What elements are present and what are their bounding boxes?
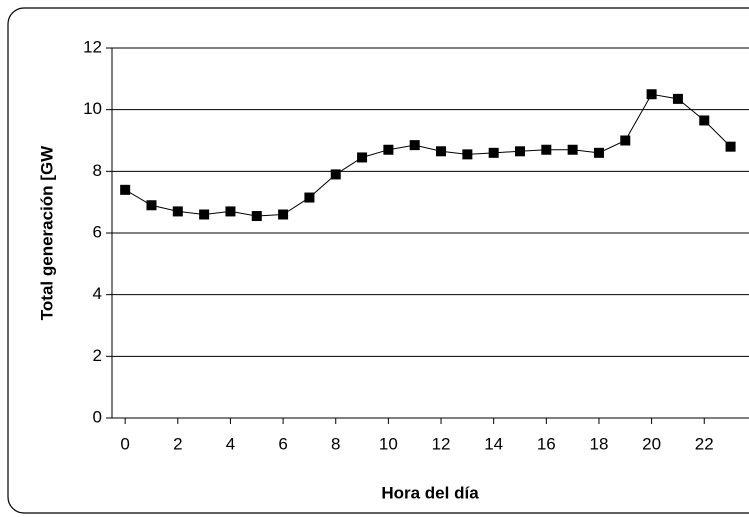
y-tick-label: 12 [83,37,102,56]
x-tick-label: 22 [695,434,714,453]
data-point [251,211,262,222]
data-point [225,206,236,217]
data-point [567,144,578,155]
data-point [488,147,499,158]
x-tick-label: 2 [173,434,182,453]
y-tick-label: 0 [93,407,102,426]
y-tick-label: 10 [83,99,102,118]
x-tick-label: 8 [331,434,340,453]
data-point [278,209,289,220]
x-tick-label: 4 [226,434,235,453]
x-tick-label: 6 [278,434,287,453]
data-point [357,152,368,163]
x-tick-label: 12 [432,434,451,453]
data-point [699,115,710,126]
y-tick-label: 4 [93,284,102,303]
data-point [462,149,473,160]
data-point [120,184,131,195]
data-point [146,200,157,211]
data-point [620,135,631,146]
data-point [436,146,447,157]
x-axis-title: Hora del día [381,483,479,502]
x-tick-label: 16 [537,434,556,453]
data-point [593,147,604,158]
data-point [541,144,552,155]
x-tick-label: 14 [484,434,503,453]
x-tick-label: 10 [379,434,398,453]
data-point [199,209,210,220]
data-point [383,144,394,155]
data-point [330,169,341,180]
x-tick-label: 0 [120,434,129,453]
y-tick-label: 6 [93,222,102,241]
y-tick-label: 2 [93,346,102,365]
y-tick-label: 8 [93,161,102,180]
data-point [514,146,525,157]
y-axis-title: Total generación [GW [37,145,56,320]
data-point [646,89,657,100]
data-point [672,93,683,104]
data-point [409,140,420,151]
data-point [172,206,183,217]
x-tick-label: 20 [642,434,661,453]
data-point [304,192,315,203]
x-tick-label: 18 [590,434,609,453]
data-point [725,141,736,152]
